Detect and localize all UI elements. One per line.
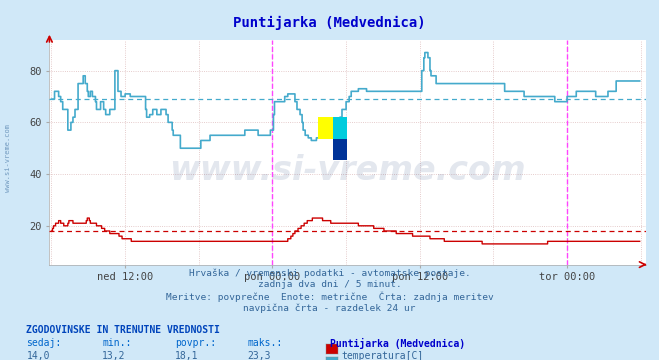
Text: 14,0: 14,0	[26, 351, 50, 360]
Text: povpr.:: povpr.:	[175, 338, 215, 348]
Text: 23,3: 23,3	[247, 351, 271, 360]
Text: min.:: min.:	[102, 338, 132, 348]
Bar	[318, 139, 333, 160]
Bar	[318, 117, 333, 139]
Text: ZGODOVINSKE IN TRENUTNE VREDNOSTI: ZGODOVINSKE IN TRENUTNE VREDNOSTI	[26, 325, 220, 335]
Text: 18,1: 18,1	[175, 351, 198, 360]
Text: 13,2: 13,2	[102, 351, 126, 360]
Text: www.si-vreme.com: www.si-vreme.com	[5, 125, 11, 192]
Text: Meritve: povprečne  Enote: metrične  Črta: zadnja meritev: Meritve: povprečne Enote: metrične Črta:…	[165, 292, 494, 302]
Text: Puntijarka (Medvednica): Puntijarka (Medvednica)	[330, 338, 465, 350]
Text: sedaj:: sedaj:	[26, 338, 61, 348]
Text: www.si-vreme.com: www.si-vreme.com	[169, 154, 526, 186]
Bar	[333, 117, 347, 139]
Text: navpična črta - razdelek 24 ur: navpična črta - razdelek 24 ur	[243, 304, 416, 313]
Text: maks.:: maks.:	[247, 338, 282, 348]
Text: Puntijarka (Medvednica): Puntijarka (Medvednica)	[233, 16, 426, 30]
Bar	[333, 139, 347, 160]
Text: Hrvaška / vremenski podatki - avtomatske postaje.: Hrvaška / vremenski podatki - avtomatske…	[188, 268, 471, 278]
Text: temperatura[C]: temperatura[C]	[341, 351, 424, 360]
Text: zadnja dva dni / 5 minut.: zadnja dva dni / 5 minut.	[258, 280, 401, 289]
